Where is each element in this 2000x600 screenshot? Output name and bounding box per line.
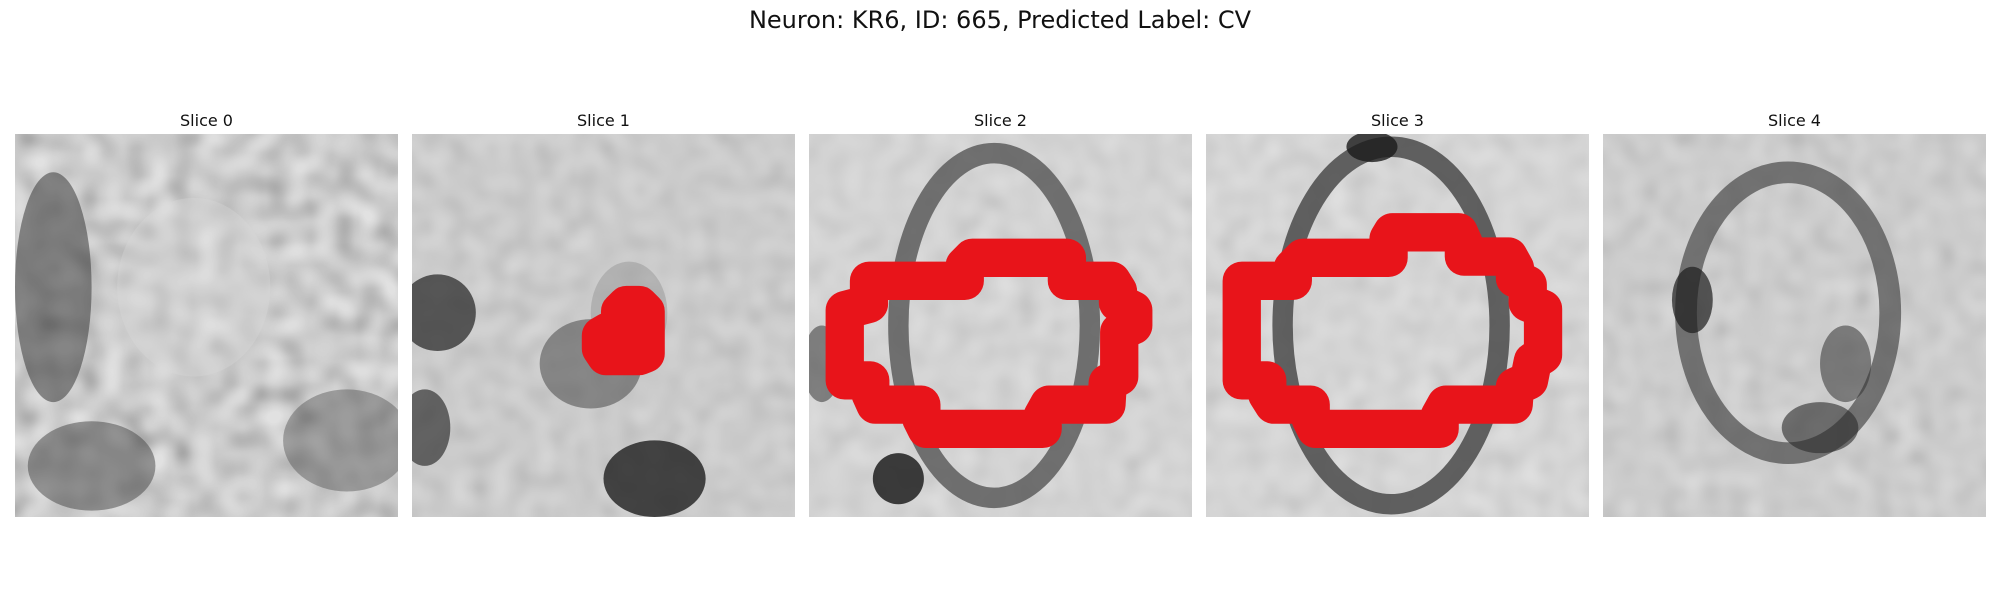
slice-title: Slice 1: [577, 111, 630, 130]
slice-panel-2: Slice 2: [809, 108, 1192, 517]
slice-image: [15, 134, 398, 517]
slice-panel-0: Slice 0: [15, 108, 398, 517]
slice-title: Slice 2: [974, 111, 1027, 130]
slice-image: [412, 134, 795, 517]
slice-panel-3: Slice 3: [1206, 108, 1589, 517]
figure-title: Neuron: KR6, ID: 665, Predicted Label: C…: [748, 6, 1252, 34]
slice-title: Slice 0: [180, 111, 233, 130]
segmentation-contour: [1222, 213, 1563, 449]
slice-image: [1206, 134, 1589, 517]
dark-regions: [15, 172, 398, 511]
slice-image: [1603, 134, 1986, 517]
slice-title: Slice 4: [1768, 111, 1821, 130]
slice-image: [809, 134, 1192, 517]
segmentation-contour: [825, 238, 1153, 449]
segmentation-contour: [581, 285, 665, 376]
slice-title: Slice 3: [1371, 111, 1424, 130]
cell-membrane: [1671, 161, 1902, 465]
cell-membrane: [1272, 134, 1510, 515]
slice-panel-1: Slice 1: [412, 108, 795, 517]
slice-panel-4: Slice 4: [1603, 108, 1986, 517]
